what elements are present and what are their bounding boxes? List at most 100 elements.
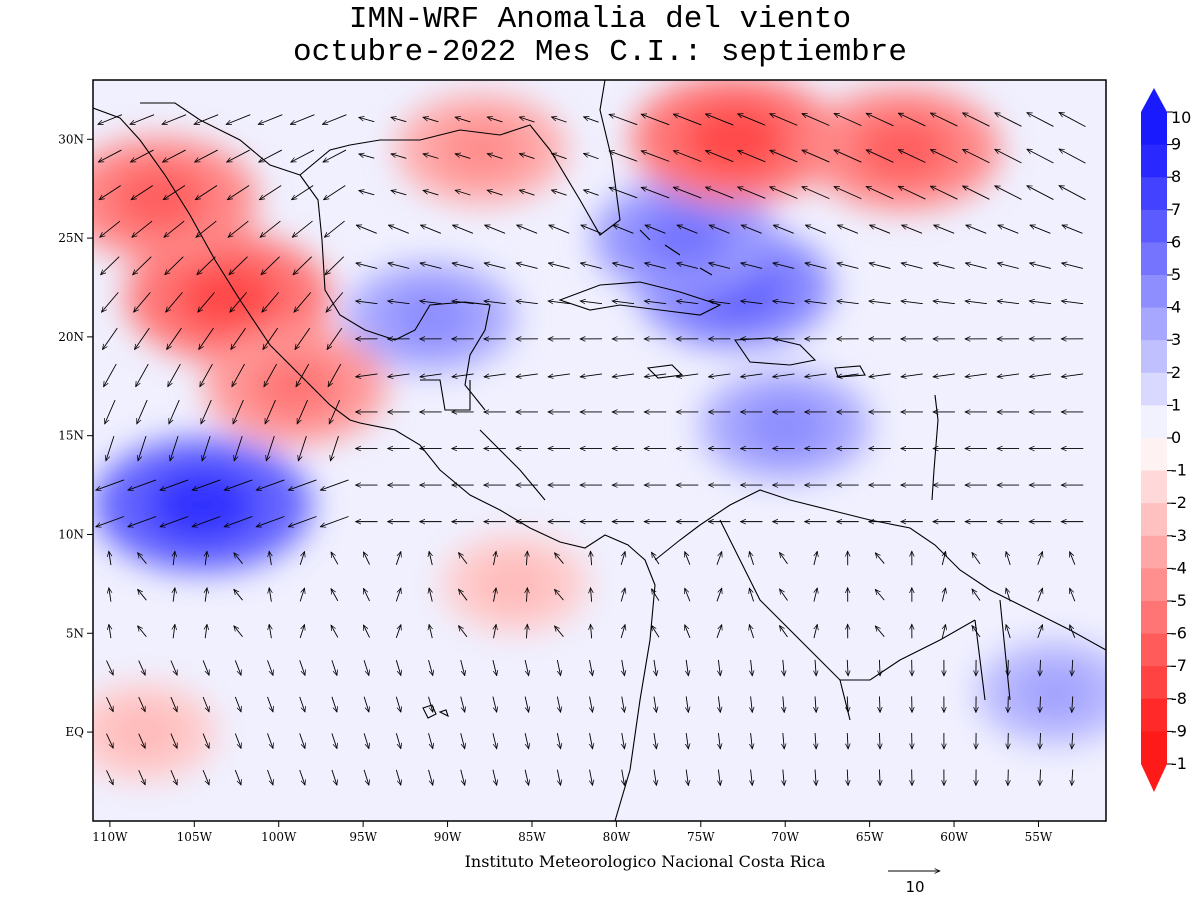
wind-arrow [815,659,816,676]
wind-arrow [773,263,795,269]
colorbar-top-arrow [1141,88,1167,112]
wind-arrow [460,769,465,785]
lon-tick-label: 105W [177,830,213,844]
wind-arrow [459,553,468,565]
wind-arrow [609,114,638,126]
wind-arrow [320,516,349,527]
wind-arrow [834,112,862,127]
wind-arrow [164,220,185,237]
wind-arrow [526,551,527,566]
wind-arrow [708,301,731,304]
wind-arrow [395,733,401,748]
wind-arrow [972,626,981,638]
wind-arrow [494,588,497,602]
wind-arrow [166,292,183,312]
wind-arrow [130,149,154,162]
wind-arrow [356,263,378,269]
wind-arrow [590,696,593,713]
wind-arrow [202,436,211,461]
lat-tick-label: 5N [66,626,84,640]
wind-arrow [673,114,702,126]
wind-arrow [292,220,313,237]
wind-arrow [391,190,407,196]
wind-arrow [363,733,369,748]
wind-arrow [676,301,699,304]
wind-arrow [391,154,407,159]
wind-arrow [866,149,894,163]
wind-arrow [901,301,923,304]
wind-arrow [1029,301,1052,304]
latitude-axis: 30N 25N 20N 15N 10N 5N EQ [58,132,93,739]
wind-arrow [645,263,666,269]
wind-arrow [834,149,862,163]
wind-arrow [930,112,958,127]
colorbar-segment [1141,731,1167,765]
wind-arrow [995,186,1022,200]
wind-arrow [395,588,401,602]
wind-arrow [783,769,784,786]
wind-arrow [202,733,209,749]
wind-arrow [645,225,666,234]
wind-arrow [331,660,337,675]
wind-arrow [837,225,859,234]
wind-arrow [428,769,433,785]
wind-arrow [805,225,826,234]
wind-arrow [751,659,753,676]
wind-arrow [428,733,433,748]
wind-arrow [1070,588,1076,602]
wind-arrow [1037,552,1043,565]
wind-arrow [517,225,538,234]
colorbar-label: -7 [1171,656,1187,675]
wind-arrow [327,327,343,349]
wind-arrow [590,769,593,786]
wind-arrow [325,256,345,275]
wind-arrow [770,150,798,163]
wind-arrow [138,770,146,785]
wind-arrow [1061,373,1084,377]
wind-arrow [963,185,990,200]
credit-text: Instituto Meteorologico Nacional Costa R… [464,852,826,871]
wind-arrow [783,732,784,749]
wind-arrow [323,149,347,162]
wind-arrow [557,769,560,786]
wind-arrow [136,363,149,387]
wind-arrow [516,301,538,304]
colorbar-label: 4 [1171,298,1181,317]
wind-arrow [1006,588,1011,602]
wind-arrow [428,660,433,675]
wind-arrow [898,149,926,163]
wind-arrow [866,185,894,200]
wind-arrow [173,624,175,639]
wind-arrow [291,149,315,162]
wind-arrow [363,769,369,785]
wind-arrow [551,117,567,123]
colorbar-label: -8 [1171,689,1187,708]
wind-arrow [170,660,177,676]
wind-arrow [972,589,981,601]
wind-arrow [814,588,817,602]
wind-arrow [879,769,880,786]
wind-arrow [101,292,119,312]
wind-arrow [749,552,754,565]
wind-arrow [229,256,248,275]
wind-arrow [132,220,153,237]
wind-arrow [875,589,885,601]
wind-arrow [202,696,209,712]
wind-arrow [622,696,625,713]
wind-arrow [995,113,1022,127]
wind-arrow [870,225,891,234]
wind-arrow [1027,186,1054,200]
wind-arrow [128,479,157,490]
wind-arrow [1027,149,1054,164]
wind-arrow [641,114,670,126]
wind-arrow [423,117,439,123]
wind-arrow [106,660,114,676]
wind-arrow [224,479,253,490]
wind-arrow [331,552,339,565]
wind-arrow [847,732,848,749]
wind-arrow [269,624,271,639]
wind-arrow [299,733,305,748]
wind-arrow [620,588,625,602]
wind-arrow [651,552,660,565]
